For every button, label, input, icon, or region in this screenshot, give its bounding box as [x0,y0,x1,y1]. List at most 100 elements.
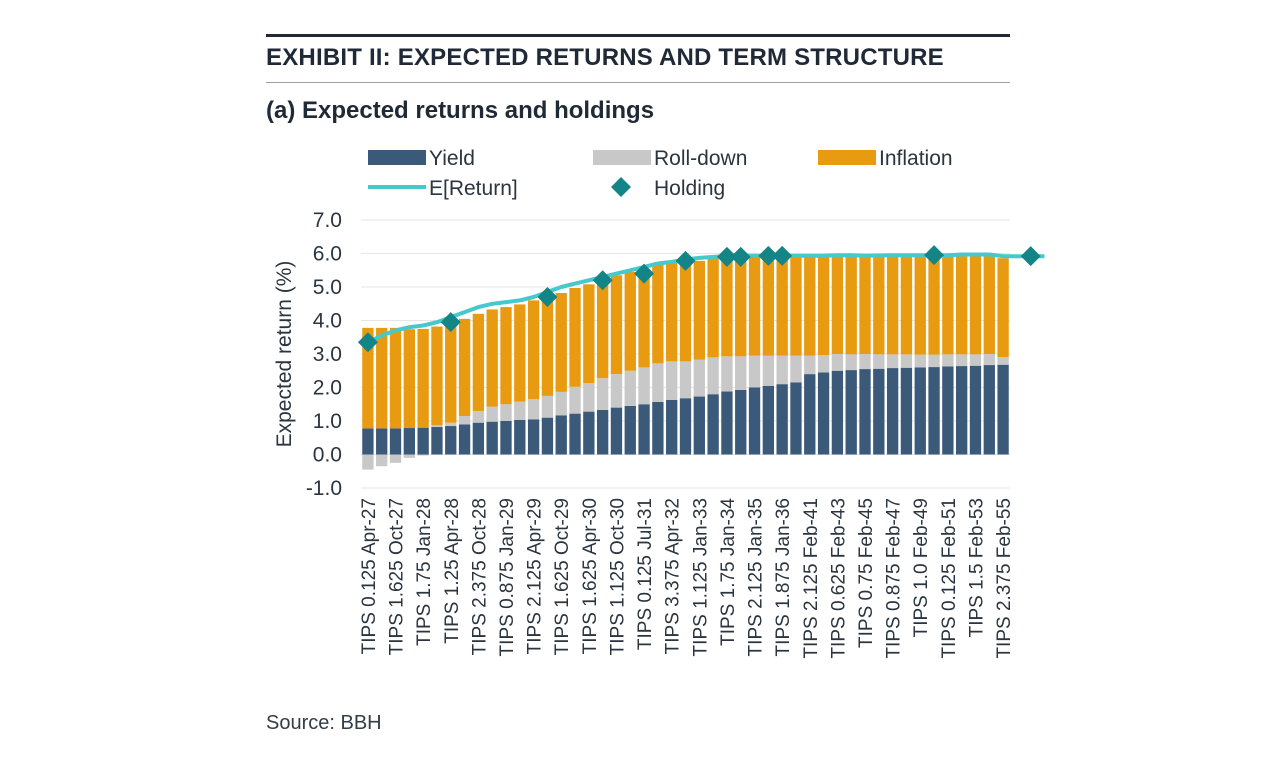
bar-inflation [735,257,747,357]
bar-yield [928,367,940,455]
bar-roll-down [445,422,457,427]
bar-yield [956,366,968,455]
bar-yield [721,391,733,455]
holding-marker [440,312,461,333]
bar-yield [707,394,719,455]
bar-inflation [693,260,705,360]
x-tick-label: TIPS 0.75 Feb-45 [856,498,877,648]
bar-roll-down [735,356,747,390]
bar-inflation [458,318,471,416]
bar-inflation [527,300,540,400]
bar-inflation [666,262,678,362]
x-tick-label: TIPS 1.875 Jan-36 [773,498,794,656]
bar-inflation [376,327,388,429]
bar-yield [748,387,761,455]
bar-yield [624,405,636,455]
x-tick-label: TIPS 1.25 Apr-28 [442,498,463,644]
bar-inflation [652,264,664,364]
legend-swatch [368,150,426,165]
bar-yield [431,427,443,455]
holding-markers [357,245,1041,353]
source-note: Source: BBH [266,712,382,734]
bar-roll-down [762,355,775,386]
x-tick-label: TIPS 1.625 Oct-29 [552,498,573,655]
bar-yield [445,426,457,455]
bar-roll-down [790,355,802,383]
bar-inflation [555,293,567,392]
y-tick-label: 7.0 [313,209,342,232]
exhibit-title: EXHIBIT II: EXPECTED RETURNS AND TERM ST… [266,44,944,71]
bar-inflation [831,255,844,354]
holding-marker [634,263,655,284]
y-tick-label: 0.0 [313,444,342,467]
bar-inflation [486,309,498,407]
title-divider [266,82,1010,83]
bar-roll-down [831,354,844,371]
bar-inflation [900,255,913,355]
bar-inflation [472,313,485,411]
holding-marker [357,332,378,353]
bar-inflation [445,323,457,423]
bar-roll-down [900,354,913,368]
y-axis-label: Expected return (%) [273,261,296,448]
bar-roll-down [776,355,788,385]
bar-yield [596,409,609,455]
bar-inflation [707,258,719,358]
bar-roll-down [693,359,705,397]
bar-inflation [886,255,899,355]
bar-inflation [790,256,802,356]
bar-roll-down [748,355,761,388]
bar-yield [790,382,802,455]
x-tick-label: TIPS 0.875 Feb-47 [884,498,905,659]
bar-inflation [873,255,885,355]
bar-inflation [748,256,761,356]
bar-yield [500,421,512,455]
y-tick-label: 2.0 [313,377,342,400]
bar-inflation [403,329,415,429]
stacked-bars [362,255,1009,470]
bar-roll-down [997,357,1009,365]
bar-yield [472,422,485,455]
bar-inflation [914,255,926,355]
bar-roll-down [886,354,899,369]
bar-yield [514,419,526,455]
legend-swatch [818,150,876,165]
x-tick-label: TIPS 1.5 Feb-53 [966,498,987,637]
bar-roll-down [389,454,402,463]
bar-roll-down [541,395,554,418]
bar-yield [776,384,788,455]
bar-yield [886,368,899,455]
x-tick-label: TIPS 1.125 Oct-30 [607,498,628,655]
bar-roll-down [486,406,498,422]
holding-marker [1020,246,1041,267]
holding-marker [592,270,613,291]
bar-yield [735,389,747,455]
bar-roll-down [514,401,526,420]
bar-roll-down [555,391,567,416]
bar-roll-down [527,399,540,420]
bar-yield [942,366,954,455]
bar-roll-down [500,404,512,421]
bar-roll-down [804,355,816,375]
x-tick-label: TIPS 0.625 Feb-43 [828,498,849,659]
bar-inflation [610,275,623,375]
holding-marker [772,245,793,266]
bar-roll-down [817,355,830,373]
bar-yield [762,385,775,455]
x-tick-label: TIPS 2.375 Feb-55 [994,498,1015,659]
bar-yield [969,365,982,455]
holding-marker [758,245,779,266]
bar-yield [389,428,402,455]
y-tick-label: -1.0 [306,477,342,500]
bar-roll-down [458,415,471,425]
bar-yield [900,367,913,455]
top-rule [266,34,1010,37]
bar-roll-down [472,410,485,423]
bar-inflation [638,268,650,368]
bar-roll-down [845,354,857,371]
bar-inflation [956,255,968,355]
x-tick-label: TIPS 1.125 Jan-33 [690,498,711,656]
bar-yield [610,407,623,455]
bar-yield [362,428,374,455]
x-tick-label: TIPS 0.125 Feb-51 [939,498,960,659]
